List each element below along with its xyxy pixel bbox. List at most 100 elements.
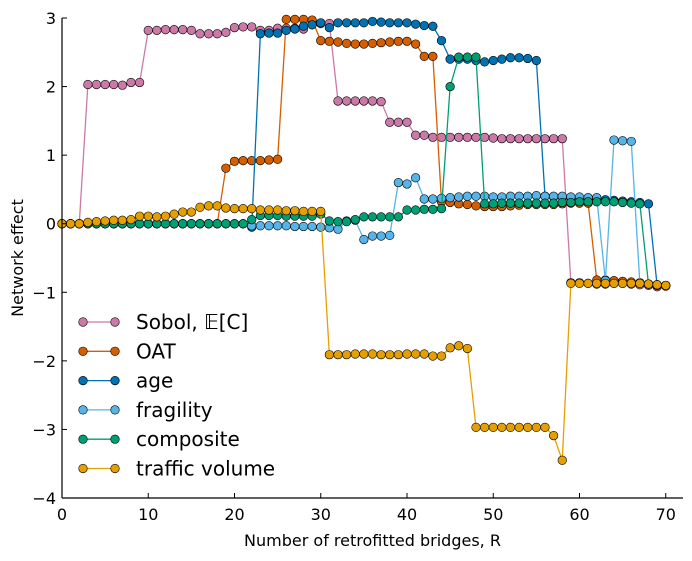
data-point bbox=[600, 197, 610, 207]
data-point bbox=[385, 37, 395, 47]
data-point bbox=[109, 215, 119, 225]
data-point bbox=[411, 349, 421, 359]
data-point bbox=[462, 343, 472, 354]
data-point bbox=[333, 96, 343, 106]
y-tick-label: 1 bbox=[46, 146, 56, 165]
data-point bbox=[583, 278, 593, 288]
legend-item: age bbox=[78, 369, 173, 393]
legend-marker bbox=[110, 434, 120, 444]
data-point bbox=[626, 278, 636, 288]
legend-item: OAT bbox=[78, 339, 177, 363]
data-point bbox=[411, 39, 421, 49]
data-point bbox=[316, 222, 326, 232]
data-point bbox=[376, 97, 386, 107]
data-point bbox=[531, 198, 541, 208]
data-point bbox=[83, 217, 93, 227]
data-point bbox=[471, 132, 481, 142]
legend-item: Sobol, 𝔼[C] bbox=[78, 310, 248, 334]
data-point bbox=[324, 22, 334, 33]
x-tick-label: 70 bbox=[656, 505, 676, 524]
x-axis-label: Number of retrofitted bridges, R bbox=[244, 531, 501, 550]
data-point bbox=[661, 280, 671, 291]
data-point bbox=[367, 231, 378, 241]
data-point bbox=[428, 132, 438, 142]
data-point bbox=[273, 205, 283, 215]
data-point bbox=[393, 18, 403, 28]
data-point bbox=[238, 219, 248, 229]
data-point bbox=[523, 53, 533, 64]
data-point bbox=[376, 212, 386, 222]
data-point bbox=[212, 219, 222, 229]
series-1 bbox=[57, 14, 671, 291]
data-point bbox=[618, 136, 628, 146]
data-point bbox=[454, 132, 464, 142]
data-point bbox=[514, 422, 524, 432]
data-point bbox=[342, 350, 352, 360]
data-point bbox=[204, 219, 214, 229]
data-point bbox=[367, 212, 378, 222]
data-point bbox=[488, 199, 498, 209]
data-point bbox=[255, 156, 265, 166]
data-point bbox=[316, 36, 326, 46]
data-point bbox=[298, 21, 309, 31]
data-point bbox=[566, 197, 576, 208]
data-point bbox=[385, 350, 395, 360]
data-point bbox=[635, 278, 645, 288]
legend-label: Sobol, 𝔼[C] bbox=[136, 310, 248, 334]
data-point bbox=[428, 194, 438, 204]
legend-marker bbox=[78, 317, 88, 327]
data-point bbox=[281, 14, 291, 24]
data-point bbox=[298, 206, 309, 216]
data-point bbox=[238, 22, 248, 32]
data-point bbox=[212, 29, 222, 39]
data-point bbox=[514, 198, 524, 208]
data-point bbox=[91, 217, 102, 227]
data-point bbox=[186, 219, 196, 229]
legend-label: OAT bbox=[136, 339, 177, 363]
y-tick-label: 0 bbox=[46, 215, 56, 234]
data-point bbox=[445, 193, 455, 203]
data-point bbox=[135, 77, 145, 88]
data-point bbox=[229, 22, 240, 33]
data-point bbox=[488, 55, 498, 66]
data-point bbox=[411, 173, 421, 183]
data-point bbox=[307, 206, 317, 216]
data-point bbox=[376, 17, 386, 27]
data-point bbox=[549, 431, 559, 441]
legend-marker bbox=[78, 376, 88, 386]
data-point bbox=[342, 38, 352, 48]
data-point bbox=[393, 36, 403, 46]
data-point bbox=[385, 230, 395, 240]
data-point bbox=[178, 207, 188, 217]
series-line bbox=[62, 56, 666, 287]
data-point bbox=[471, 201, 481, 211]
data-point bbox=[264, 155, 274, 165]
legend-marker bbox=[78, 434, 88, 444]
data-point bbox=[333, 217, 343, 227]
data-point bbox=[212, 201, 222, 211]
data-point bbox=[402, 117, 412, 127]
data-point bbox=[316, 18, 326, 28]
data-point bbox=[652, 280, 662, 290]
y-tick-label: −1 bbox=[32, 283, 56, 302]
data-point bbox=[264, 28, 274, 38]
data-point bbox=[419, 51, 429, 62]
data-point bbox=[229, 204, 240, 214]
data-point bbox=[307, 20, 317, 30]
data-point bbox=[169, 219, 179, 229]
data-point bbox=[342, 96, 352, 106]
data-point bbox=[393, 212, 403, 222]
data-point bbox=[428, 21, 438, 31]
data-point bbox=[471, 52, 481, 62]
legend-marker bbox=[110, 346, 120, 356]
data-point bbox=[247, 215, 257, 225]
data-point bbox=[247, 204, 257, 214]
data-point bbox=[350, 349, 360, 359]
data-point bbox=[445, 81, 455, 92]
data-point bbox=[523, 198, 533, 208]
data-point bbox=[333, 37, 343, 47]
data-point bbox=[574, 197, 585, 207]
data-point bbox=[195, 29, 205, 39]
data-point bbox=[221, 163, 231, 173]
data-point bbox=[342, 18, 352, 28]
